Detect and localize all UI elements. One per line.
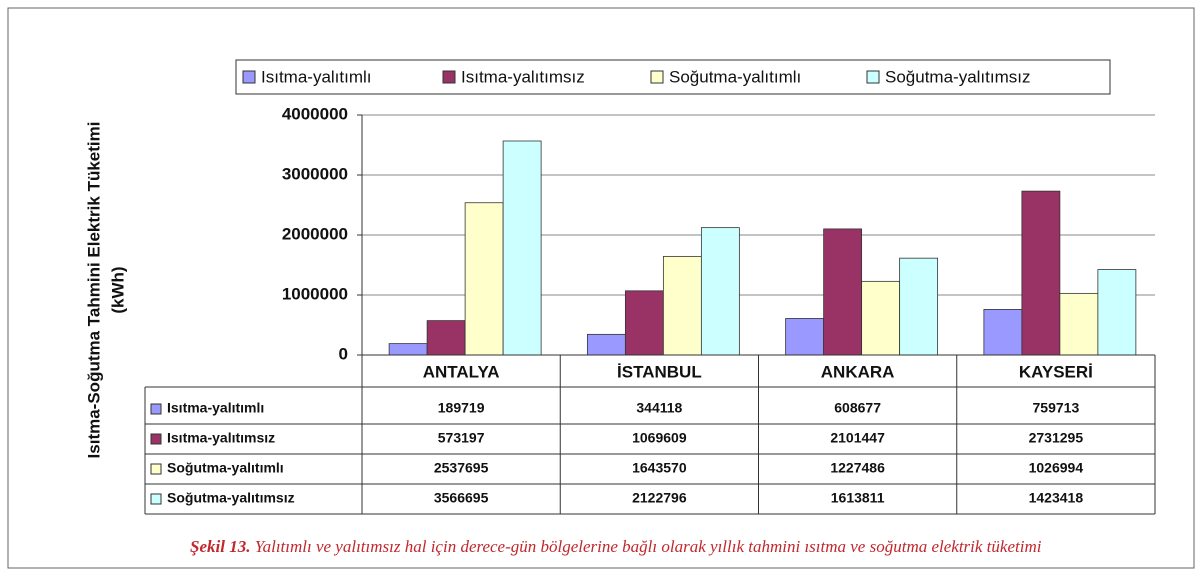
bar	[785, 318, 825, 356]
table-cell: 1613811	[831, 490, 885, 506]
table-cell: 2122796	[632, 490, 687, 506]
bar	[899, 257, 939, 356]
bar	[1021, 190, 1061, 356]
legend-label: Isıtma-yalıtımlı	[261, 67, 372, 86]
legend-box	[235, 59, 1111, 95]
legend-label: Isıtma-yalıtımsız	[461, 67, 585, 86]
row-label: Isıtma-yalıtımlı	[167, 400, 264, 416]
bar	[586, 333, 626, 356]
table-cell: 189719	[438, 400, 485, 416]
bar	[388, 343, 428, 356]
y-tick-label: 0	[339, 344, 348, 363]
table-swatch	[150, 463, 162, 475]
legend-swatch	[442, 70, 456, 84]
row-label: Soğutma-yalıtımlı	[167, 460, 284, 476]
bar	[861, 280, 901, 356]
table-cell: 573197	[438, 430, 485, 446]
table-cell: 2101447	[830, 430, 885, 446]
row-label: Isıtma-yalıtımsız	[167, 430, 275, 446]
table-cell: 1643570	[632, 460, 687, 476]
bar	[1097, 269, 1137, 356]
y-tick-label: 4000000	[282, 104, 348, 123]
table-cell: 608677	[834, 400, 881, 416]
row-label: Soğutma-yalıtımsız	[167, 490, 295, 506]
table-cell: 1069609	[632, 430, 687, 446]
table-cell: 759713	[1033, 400, 1080, 416]
caption-label: Şekil 13.	[190, 537, 250, 556]
legend-swatch	[866, 70, 880, 84]
legend-label: Soğutma-yalıtımsız	[885, 67, 1031, 86]
x-tick-label: İSTANBUL	[617, 362, 702, 381]
y-tick-label: 1000000	[282, 284, 348, 303]
legend-label: Soğutma-yalıtımlı	[669, 67, 801, 86]
y-tick-label: 2000000	[282, 224, 348, 243]
table-cell: 344118	[636, 400, 682, 416]
bar	[983, 309, 1023, 356]
bar	[662, 255, 702, 356]
x-tick-label: ANKARA	[821, 362, 895, 381]
bar	[464, 202, 504, 356]
y-axis-label: Isıtma-Soğutma Tahmini Elektrik Tüketimi	[84, 122, 103, 459]
bar	[624, 290, 664, 356]
table-cell: 1026994	[1029, 460, 1084, 476]
table-cell: 3566695	[434, 490, 489, 506]
bar	[426, 320, 466, 356]
bar	[1059, 292, 1099, 356]
legend-swatch	[650, 70, 664, 84]
table-swatch	[150, 403, 162, 415]
x-tick-label: KAYSERİ	[1019, 362, 1093, 381]
table-cell: 2537695	[434, 460, 489, 476]
table-cell: 1423418	[1029, 490, 1084, 506]
y-axis-label: (kWh)	[108, 266, 127, 313]
bar	[700, 227, 740, 356]
caption: Şekil 13. Yalıtımlı ve yalıtımsız hal iç…	[190, 537, 1042, 556]
legend-swatch	[242, 70, 256, 84]
table-cell: 2731295	[1029, 430, 1084, 446]
table-cell: 1227486	[830, 460, 885, 476]
bar	[502, 140, 542, 356]
y-tick-label: 3000000	[282, 164, 348, 183]
table-swatch	[150, 493, 162, 505]
caption-text: Yalıtımlı ve yalıtımsız hal için derece-…	[255, 537, 1042, 556]
table-swatch	[150, 433, 162, 445]
frame	[7, 7, 1195, 569]
x-tick-label: ANTALYA	[423, 362, 500, 381]
bar	[823, 228, 863, 356]
